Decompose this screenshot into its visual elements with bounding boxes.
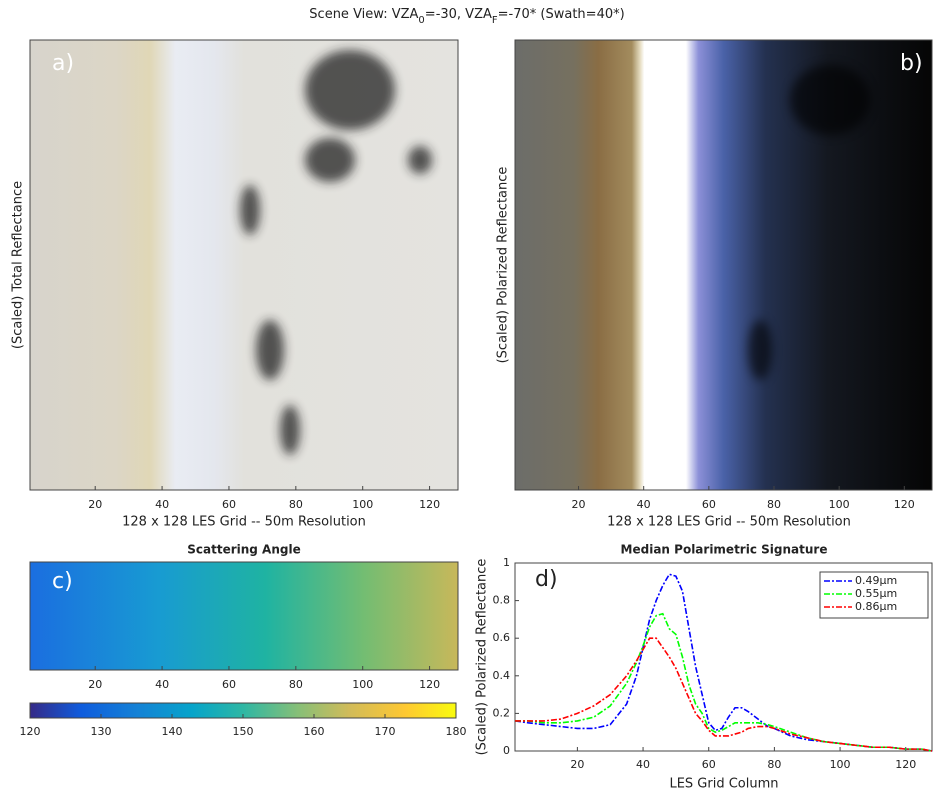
- chart-title: Median Polarimetric Signature: [621, 543, 828, 557]
- y-axis-label: (Scaled) Polarized Reflectance: [496, 167, 511, 364]
- x-tick-label: 20: [88, 678, 102, 691]
- x-axis-label: 128 x 128 LES Grid -- 50m Resolution: [122, 515, 366, 530]
- title-part: =-70* (Swath=40*): [498, 7, 625, 22]
- x-tick-label: 160: [304, 725, 325, 738]
- x-tick-label: 60: [222, 678, 236, 691]
- y-tick-label: 0.6: [493, 631, 511, 644]
- cloud-texture: [748, 65, 870, 380]
- figure-title: Scene View: VZA0=-30, VZAF=-70* (Swath=4…: [309, 7, 624, 26]
- chart-title: Scattering Angle: [187, 543, 300, 557]
- y-axis-label: (Scaled) Polarized Reflectance: [475, 559, 490, 756]
- x-tick-label: 120: [419, 678, 440, 691]
- image-c: [30, 562, 458, 670]
- x-axis-label: 128 x 128 LES Grid -- 50m Resolution: [607, 515, 851, 530]
- axes-frame: [29, 561, 459, 671]
- x-tick-label: 100: [829, 498, 850, 511]
- title-subscript: F: [492, 15, 498, 26]
- x-tick-label: 40: [155, 498, 169, 511]
- axes-frame: [514, 562, 933, 752]
- image-b: [515, 40, 932, 490]
- cloud-texture: [240, 50, 432, 455]
- y-tick-label: 0.4: [493, 669, 511, 682]
- x-tick-label: 20: [570, 758, 584, 771]
- x-tick-label: 80: [767, 498, 781, 511]
- x-tick-label: 80: [289, 678, 303, 691]
- legend-label: 0.49μm: [855, 574, 897, 587]
- x-tick-label: 130: [91, 725, 112, 738]
- x-tick-label: 80: [767, 758, 781, 771]
- x-tick-label: 80: [289, 498, 303, 511]
- x-tick-label: 100: [352, 678, 373, 691]
- panel-label: d): [535, 567, 558, 592]
- x-tick-label: 120: [894, 498, 915, 511]
- x-tick-label: 180: [446, 725, 467, 738]
- title-subscript: 0: [418, 15, 424, 26]
- x-tick-label: 60: [222, 498, 236, 511]
- y-tick-label: 0: [503, 744, 510, 757]
- panel-label: a): [52, 51, 74, 76]
- series-line: [515, 612, 933, 752]
- legend-label: 0.86μm: [855, 600, 897, 613]
- legend: [819, 571, 929, 619]
- x-tick-label: 40: [155, 678, 169, 691]
- panel-label: b): [900, 51, 923, 76]
- x-tick-label: 40: [637, 498, 651, 511]
- x-tick-label: 120: [419, 498, 440, 511]
- y-tick-label: 1: [503, 556, 510, 569]
- title-part: =-30, VZA: [425, 7, 492, 22]
- x-tick-label: 120: [20, 725, 41, 738]
- y-axis-label: (Scaled) Total Reflectance: [11, 181, 26, 349]
- x-tick-label: 60: [702, 498, 716, 511]
- x-tick-label: 60: [702, 758, 716, 771]
- x-tick-label: 150: [233, 725, 254, 738]
- title-part: Scene View: VZA: [309, 7, 418, 22]
- axes-frame: [29, 39, 459, 491]
- axes-frame: [514, 39, 933, 491]
- x-tick-label: 40: [636, 758, 650, 771]
- x-tick-label: 100: [830, 758, 851, 771]
- x-axis-label: LES Grid Column: [669, 777, 778, 792]
- series-line: [515, 637, 933, 752]
- x-tick-label: 140: [162, 725, 183, 738]
- panel-label: c): [52, 569, 73, 594]
- legend-label: 0.55μm: [855, 587, 897, 600]
- x-tick-label: 20: [572, 498, 586, 511]
- x-tick-label: 100: [352, 498, 373, 511]
- image-a: [30, 40, 458, 490]
- y-tick-label: 0.8: [493, 594, 511, 607]
- x-tick-label: 170: [375, 725, 396, 738]
- y-tick-label: 0.2: [493, 706, 511, 719]
- x-tick-label: 120: [895, 758, 916, 771]
- x-tick-label: 20: [88, 498, 102, 511]
